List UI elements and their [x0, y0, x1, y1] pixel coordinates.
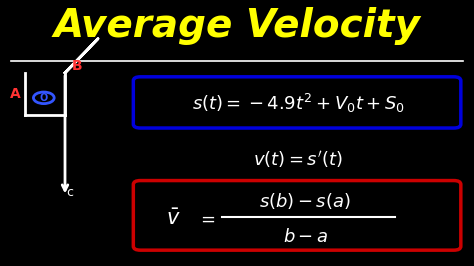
- Text: $s(t) = -4.9t^2 + V_0 t + S_0$: $s(t) = -4.9t^2 + V_0 t + S_0$: [192, 92, 405, 115]
- Text: O: O: [40, 93, 48, 103]
- Text: $v(t) = s'(t)$: $v(t) = s'(t)$: [254, 149, 343, 170]
- Text: B: B: [72, 59, 82, 73]
- Text: $=$: $=$: [197, 210, 216, 228]
- Text: $s(b) - s(a)$: $s(b) - s(a)$: [259, 191, 351, 211]
- Text: A: A: [10, 87, 21, 101]
- Text: c: c: [66, 186, 73, 199]
- Text: Average Velocity: Average Velocity: [54, 7, 420, 45]
- Text: $b - a$: $b - a$: [283, 227, 328, 246]
- Text: $\bar{v}$: $\bar{v}$: [166, 209, 181, 229]
